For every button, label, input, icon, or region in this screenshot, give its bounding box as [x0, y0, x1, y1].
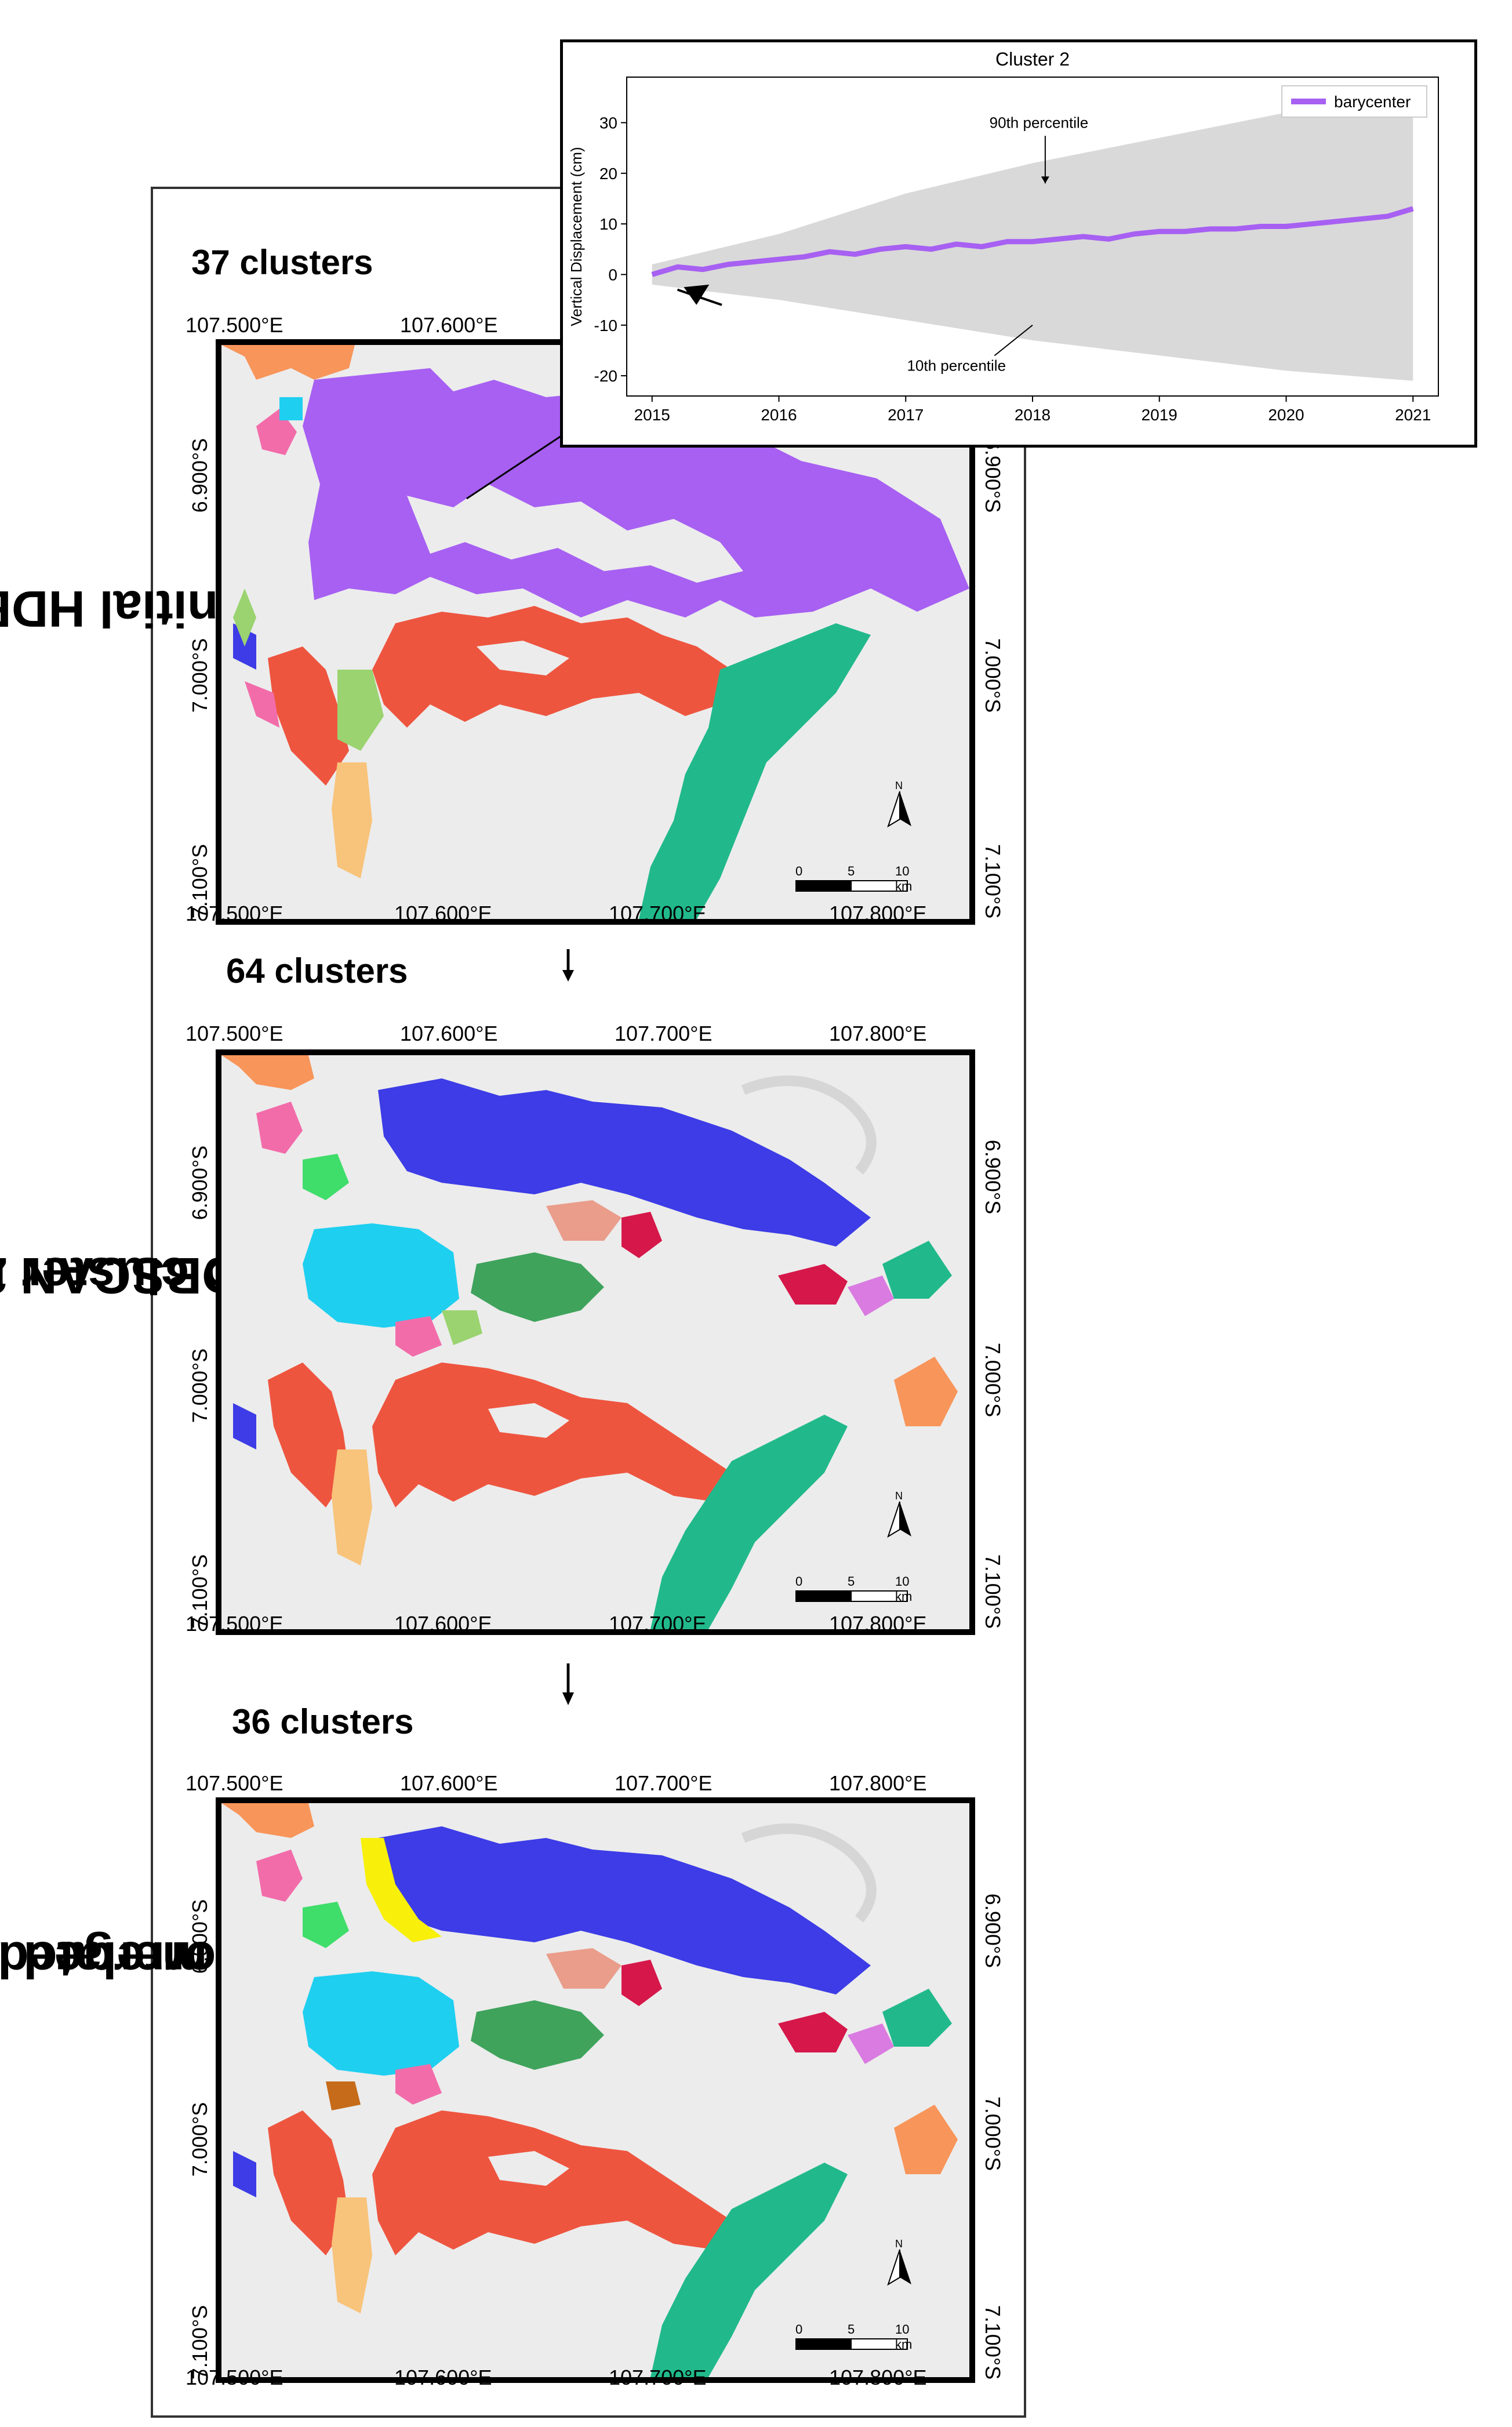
- scale-bar: 0 5 10 km: [795, 1574, 913, 1604]
- map-panel-c: N 0 5 10 km: [216, 1797, 975, 2383]
- cluster-count-c: 36 clusters: [232, 1702, 414, 1741]
- y-tick-right: 7.100°S: [981, 1554, 1005, 1629]
- barycenter-line: [651, 206, 1414, 277]
- x-tick-top: 107.500°E: [186, 1022, 284, 1045]
- y-tick-left: 7.100°S: [188, 844, 212, 919]
- svg-text:N: N: [895, 2238, 903, 2250]
- y-tick-right: 7.100°S: [981, 2305, 1005, 2380]
- scale-label: 5: [848, 2322, 855, 2337]
- x-tick-label: 2020: [1268, 406, 1304, 424]
- y-tick-right: 7.000°S: [981, 1342, 1005, 1418]
- scale-bar: 0 5 10 km: [795, 864, 913, 893]
- annotation-arrow: [994, 324, 1033, 357]
- x-tick-top: 107.600°E: [400, 1771, 498, 1795]
- x-tick-bottom: 107.600°E: [394, 902, 492, 925]
- x-tick-top: 107.500°E: [186, 1771, 284, 1795]
- inset-chart: 2015 2016 2017 2018 2019 2020 2021 -20 -10 0 10 20 3…: [560, 39, 1477, 448]
- scale-label: 10 km: [895, 1574, 913, 1604]
- arrow-down-icon: [562, 1663, 574, 1705]
- y-tick-label: -10: [594, 317, 617, 335]
- annotation-10th: 10th percentile: [907, 357, 1006, 374]
- cluster-count-b: 64 clusters: [226, 951, 408, 990]
- x-tick-label: 2019: [1142, 406, 1177, 424]
- north-arrow-icon: N: [882, 780, 917, 835]
- x-tick-top: 107.700°E: [615, 1022, 713, 1045]
- x-tick-bottom: 107.700°E: [609, 1612, 707, 1636]
- y-tick-right: 7.000°S: [981, 2096, 1005, 2171]
- scale-label: 0: [795, 864, 803, 878]
- annotation-arrowhead: [1041, 176, 1049, 184]
- pointer-arrowhead: [684, 284, 710, 305]
- arrow-down-icon: [562, 949, 574, 982]
- x-tick-bottom: 107.800°E: [829, 902, 927, 925]
- y-tick-left: 6.900°S: [188, 1145, 212, 1220]
- svg-text:N: N: [895, 1490, 903, 1502]
- north-arrow-icon: N: [882, 1490, 917, 1545]
- y-tick-left: 7.000°S: [188, 1348, 212, 1423]
- y-tick-left: 7.000°S: [188, 2102, 212, 2177]
- y-tick-right: 6.900°S: [981, 1893, 1005, 1968]
- x-tick-bottom: 107.500°E: [186, 2366, 284, 2389]
- x-tick-top: 107.600°E: [400, 313, 498, 337]
- x-tick-label: 2016: [761, 406, 797, 424]
- annotation-90th: 90th percentile: [990, 114, 1089, 131]
- scale-bar: 0 5 10 km: [795, 2322, 913, 2352]
- x-tick-bottom: 107.600°E: [394, 1612, 492, 1636]
- y-axis-label: Vertical Displacement (cm): [568, 147, 585, 326]
- x-tick-bottom: 107.600°E: [394, 2366, 492, 2389]
- scale-label: 0: [795, 1574, 803, 1589]
- scale-label: 10 km: [895, 2322, 913, 2352]
- x-tick-bottom: 107.500°E: [186, 902, 284, 925]
- y-tick-left: 7.100°S: [188, 1554, 212, 1629]
- scale-label: 5: [848, 864, 855, 878]
- scale-label: 10 km: [895, 864, 913, 893]
- x-tick-label: 2018: [1015, 406, 1051, 424]
- x-tick-label: 2015: [634, 406, 670, 424]
- x-tick-top: 107.600°E: [400, 1022, 498, 1045]
- x-tick-bottom: 107.800°E: [829, 1612, 927, 1636]
- scale-label: 5: [848, 1574, 855, 1589]
- y-tick-right: 7.100°S: [981, 844, 1005, 919]
- y-tick-left: 6.900°S: [188, 1899, 212, 1974]
- y-tick-label: 20: [599, 165, 617, 183]
- cluster-count-a: 37 clusters: [191, 243, 373, 282]
- y-tick-label: 10: [599, 215, 617, 233]
- map-panel-b: N 0 5 10 km: [216, 1049, 975, 1635]
- legend-label: barycenter: [1334, 93, 1411, 111]
- chart-title: Cluster 2: [995, 49, 1070, 70]
- y-tick-label: 30: [599, 114, 617, 132]
- x-tick-bottom: 107.700°E: [609, 902, 707, 925]
- scale-label: 0: [795, 2322, 803, 2337]
- y-tick-label: -20: [594, 367, 617, 385]
- x-tick-bottom: 107.500°E: [186, 1612, 284, 1636]
- x-tick-top: 107.700°E: [615, 1771, 713, 1795]
- x-tick-top: 107.500°E: [186, 313, 284, 337]
- x-tick-bottom: 107.700°E: [609, 2366, 707, 2389]
- y-tick-left: 7.100°S: [188, 2305, 212, 2380]
- x-tick-label: 2021: [1395, 406, 1431, 424]
- y-tick-label: 0: [608, 266, 617, 284]
- x-tick-bottom: 107.800°E: [829, 2366, 927, 2389]
- y-tick-right: 6.900°S: [981, 1139, 1005, 1215]
- svg-text:N: N: [895, 780, 903, 791]
- north-arrow-icon: N: [882, 2238, 917, 2293]
- x-tick-top: 107.800°E: [829, 1022, 927, 1045]
- x-tick-top: 107.800°E: [829, 1771, 927, 1795]
- x-tick-label: 2017: [888, 406, 924, 424]
